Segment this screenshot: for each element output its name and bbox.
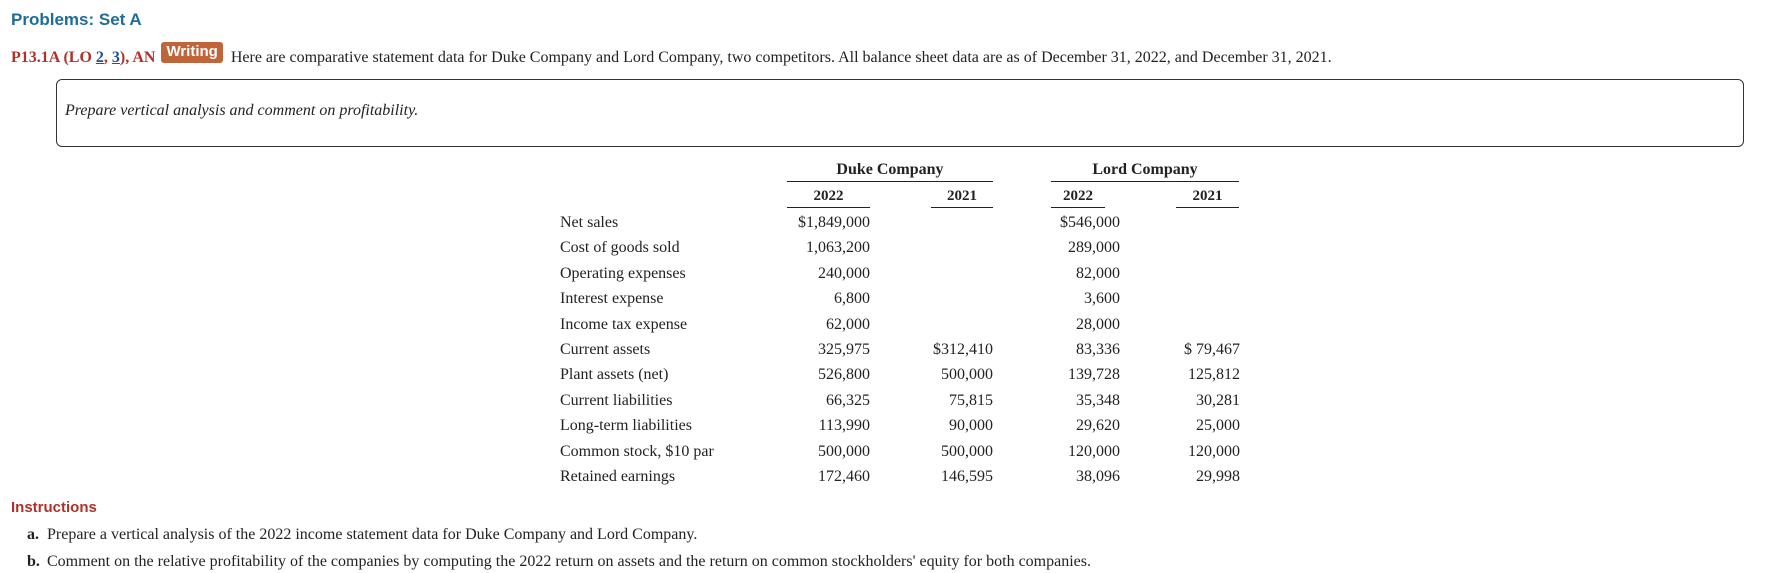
cell-value: 1,063,200 [806,239,870,257]
cell-value: 30,281 [1196,391,1240,409]
company-header: Duke Company [836,161,944,178]
cell-value: 120,000 [1188,442,1240,460]
cell-value: 25,000 [1196,417,1240,435]
cell-value: 38,096 [1076,468,1120,485]
cell-value: 240,000 [818,264,870,282]
instructions-title: Instructions [11,499,97,516]
cell-value: 28,000 [1076,315,1120,333]
row-label: Net sales [560,214,619,231]
cell-value: 325,975 [818,341,870,358]
year-header: 2021 [1192,188,1223,204]
year-rule [787,207,870,208]
item-marker: a. [27,526,39,543]
row-label: Plant assets (net) [560,366,669,384]
task-box [56,79,1744,147]
cell-value: 500,000 [941,366,993,384]
item-text: Comment on the relative profitability of… [47,553,1091,570]
company-header: Lord Company [1092,161,1198,178]
year-rule [1176,207,1239,208]
cell-value: 139,728 [1068,366,1120,384]
row-label: Operating expenses [560,264,686,282]
problem-label: P13.1A (LO 2, 3), AN [11,49,155,66]
cell-value: 66,325 [826,391,870,409]
cell-value: 75,815 [949,391,993,409]
cell-value: 29,998 [1196,468,1240,485]
cell-value: 172,460 [818,468,870,485]
cell-value: 6,800 [834,290,870,308]
cell-value: 289,000 [1068,239,1120,257]
year-header: 2022 [1063,188,1093,204]
row-label: Current assets [560,341,651,358]
year-rule [931,207,993,208]
label-text: P13.1A (LO [11,49,96,66]
label-text: , [103,49,112,66]
header-rule [787,181,993,182]
header-rule [1051,181,1239,182]
cell-value: 35,348 [1076,391,1120,409]
lo-link[interactable]: 3 [111,49,120,66]
year-header: 2022 [813,188,844,204]
item-marker: b. [27,553,40,570]
cell-value: 120,000 [1068,442,1120,460]
item-text: Prepare a vertical analysis of the 2022 … [47,526,698,543]
cell-value: 526,800 [818,366,870,384]
cell-value: $1,849,000 [798,214,870,231]
label-text: ), AN [119,49,156,66]
cell-value: 82,000 [1076,264,1120,282]
cell-value: $312,410 [933,341,993,358]
section-title: Problems: Set A [11,10,142,29]
intro: Here are comparative statement data for … [230,49,1332,66]
cell-value: 29,620 [1076,417,1120,435]
cell-value: 500,000 [818,442,870,460]
cell-value: 83,336 [1076,341,1120,358]
cell-value: 113,990 [818,417,870,435]
row-label: Retained earnings [560,468,676,485]
row-label: Common stock, $10 par [560,442,714,460]
cell-value: 3,600 [1084,290,1120,308]
year-header: 2021 [947,188,977,204]
cell-value: 90,000 [949,417,993,435]
problem-line: P13.1A (LO 2, 3), AN Writing Here are comp… [11,42,1332,69]
cell-value: 500,000 [941,442,993,460]
row-label: Interest expense [560,290,664,308]
cell-value: $546,000 [1060,214,1120,231]
writing-badge: Writing [161,42,223,63]
row-label: Current liabilities [560,391,673,409]
task-text: Prepare vertical analysis and comment on… [65,102,419,119]
year-rule [1051,207,1105,208]
cell-value: 125,812 [1188,366,1240,384]
cell-value: $ 79,467 [1184,341,1240,358]
cell-value: 146,595 [941,468,993,485]
row-label: Income tax expense [560,315,688,333]
row-label: Cost of goods sold [560,239,680,257]
row-label: Long-term liabilities [560,417,692,435]
cell-value: 62,000 [826,315,870,333]
lo-link[interactable]: 2 [95,49,104,66]
